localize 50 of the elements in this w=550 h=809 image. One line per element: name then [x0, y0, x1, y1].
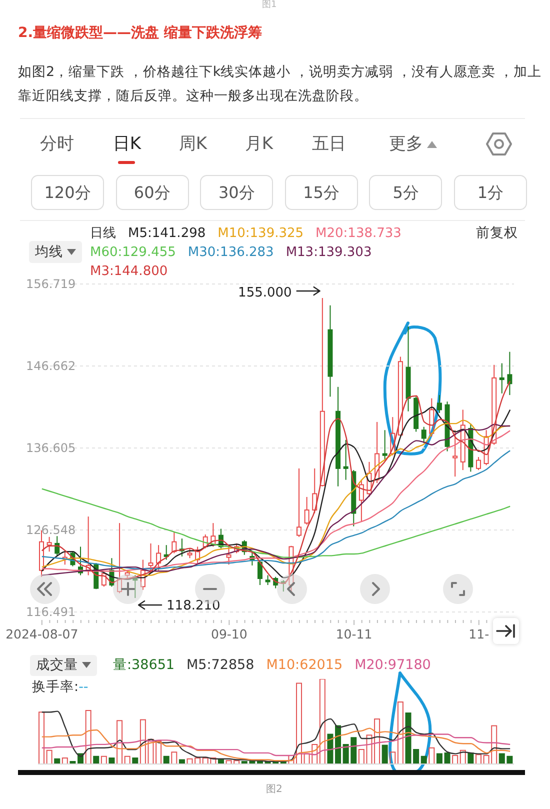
- bar: [124, 756, 130, 764]
- bar: [116, 720, 123, 764]
- text: 5分: [392, 183, 419, 202]
- bar: [460, 750, 466, 764]
- text: 60分: [134, 183, 170, 202]
- bar: [156, 740, 162, 764]
- text: 月K: [244, 134, 274, 154]
- text: 量:38651: [113, 657, 174, 673]
- chart-title: 成交量: [36, 657, 78, 673]
- bar: [100, 756, 107, 764]
- text: 15分: [303, 183, 340, 202]
- annotation: 换手率:--: [32, 679, 88, 695]
- bar: [475, 754, 482, 764]
- bar: [85, 710, 92, 764]
- text: 1分: [477, 183, 504, 202]
- bar: [397, 701, 404, 764]
- bar: [38, 712, 44, 764]
- text: 分时: [40, 134, 74, 154]
- bar: [319, 679, 326, 764]
- text: 更多: [389, 134, 423, 154]
- text: M20:97180: [354, 657, 431, 673]
- text: M10:62015: [266, 657, 343, 673]
- text: M5:72858: [186, 657, 254, 673]
- text: 2.量缩微跌型——洗盘 缩量下跌洗浮筹: [18, 25, 262, 41]
- bar: [62, 758, 68, 764]
- bar: [108, 758, 115, 764]
- bar: [296, 682, 302, 764]
- text: 周K: [178, 134, 208, 154]
- text: 五日: [312, 134, 346, 154]
- bar: [374, 718, 380, 764]
- bar: [327, 734, 334, 764]
- bar: [163, 756, 170, 764]
- text: 日K: [112, 134, 142, 154]
- bar: [428, 747, 435, 764]
- caption: 图2: [266, 784, 282, 795]
- bar: [390, 752, 396, 764]
- caption: 图1: [262, 0, 277, 10]
- bar: [444, 752, 450, 764]
- bar: [132, 758, 138, 764]
- bar: [46, 750, 52, 764]
- bar: [171, 752, 178, 764]
- text: 如图2，缩量下跌 ，价格越往下k线实体越小 ，说明卖方减弱 ，没有人愿意卖 ，加上靠近阳线支撑，随后反弹。这种一般多出现在洗盘阶段。: [18, 64, 542, 104]
- text: 30分: [218, 183, 255, 202]
- bar: [420, 756, 427, 764]
- bar: [436, 753, 442, 764]
- bar: [93, 756, 100, 764]
- bar: [382, 744, 388, 764]
- bar: [54, 758, 60, 764]
- text: 120分: [44, 183, 91, 202]
- bar: [452, 755, 458, 764]
